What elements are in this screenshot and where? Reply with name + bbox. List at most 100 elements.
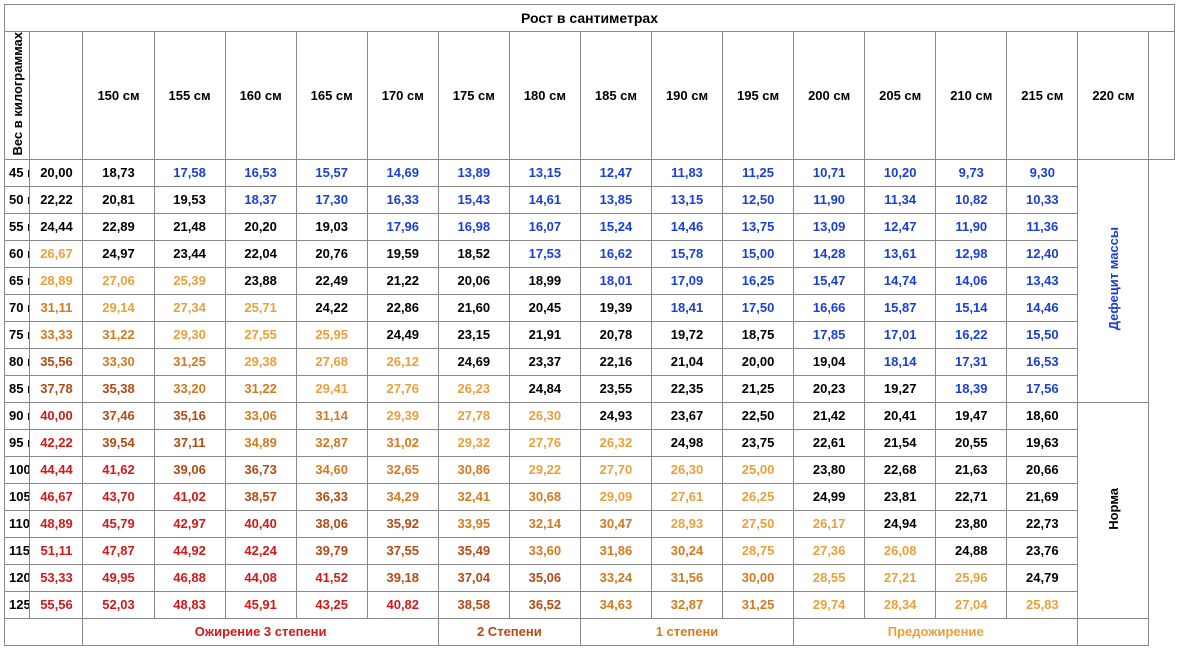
row-header: 50 кг bbox=[5, 186, 30, 213]
bmi-cell: 30,68 bbox=[509, 483, 580, 510]
bmi-cell: 21,54 bbox=[865, 429, 936, 456]
bmi-cell: 27,36 bbox=[794, 537, 865, 564]
bmi-cell: 27,04 bbox=[936, 591, 1007, 618]
row-header: 45 кг bbox=[5, 159, 30, 186]
row-header: 70 кг bbox=[5, 294, 30, 321]
bmi-cell: 30,47 bbox=[580, 510, 651, 537]
bmi-cell: 11,36 bbox=[1007, 213, 1078, 240]
bmi-cell: 27,76 bbox=[509, 429, 580, 456]
col-header: 180 см bbox=[509, 32, 580, 160]
bmi-cell: 22,50 bbox=[723, 402, 794, 429]
bmi-cell: 10,82 bbox=[936, 186, 1007, 213]
col-header: 215 см bbox=[1007, 32, 1078, 160]
bmi-cell: 26,25 bbox=[723, 483, 794, 510]
bmi-cell: 21,04 bbox=[651, 348, 722, 375]
bmi-table: Рост в сантиметрах Вес в килограммах 150… bbox=[4, 4, 1175, 646]
bmi-cell: 22,22 bbox=[30, 186, 83, 213]
bmi-cell: 34,60 bbox=[296, 456, 367, 483]
bmi-cell: 24,79 bbox=[1007, 564, 1078, 591]
bmi-cell: 32,87 bbox=[651, 591, 722, 618]
bmi-cell: 14,46 bbox=[651, 213, 722, 240]
row-header: 95 кг bbox=[5, 429, 30, 456]
bmi-cell: 44,92 bbox=[154, 537, 225, 564]
bmi-cell: 21,60 bbox=[438, 294, 509, 321]
bmi-cell: 18,52 bbox=[438, 240, 509, 267]
bmi-cell: 31,22 bbox=[225, 375, 296, 402]
bmi-cell: 25,95 bbox=[296, 321, 367, 348]
bmi-cell: 13,15 bbox=[651, 186, 722, 213]
bmi-cell: 18,14 bbox=[865, 348, 936, 375]
bmi-cell: 14,46 bbox=[1007, 294, 1078, 321]
bmi-cell: 23,81 bbox=[865, 483, 936, 510]
bmi-cell: 37,46 bbox=[83, 402, 154, 429]
bmi-cell: 39,54 bbox=[83, 429, 154, 456]
bmi-cell: 22,04 bbox=[225, 240, 296, 267]
bmi-cell: 37,04 bbox=[438, 564, 509, 591]
bmi-cell: 17,50 bbox=[723, 294, 794, 321]
table-title: Рост в сантиметрах bbox=[5, 5, 1175, 32]
row-header: 110 кг bbox=[5, 510, 30, 537]
header-right-spacer bbox=[1149, 32, 1175, 160]
bmi-cell: 11,25 bbox=[723, 159, 794, 186]
bmi-cell: 10,71 bbox=[794, 159, 865, 186]
bmi-cell: 11,83 bbox=[651, 159, 722, 186]
bmi-cell: 25,71 bbox=[225, 294, 296, 321]
bmi-cell: 17,58 bbox=[154, 159, 225, 186]
bmi-cell: 13,09 bbox=[794, 213, 865, 240]
row-header: 90 кг bbox=[5, 402, 30, 429]
bmi-cell: 46,67 bbox=[30, 483, 83, 510]
bmi-cell: 32,41 bbox=[438, 483, 509, 510]
bmi-cell: 22,68 bbox=[865, 456, 936, 483]
bmi-cell: 34,29 bbox=[367, 483, 438, 510]
bmi-cell: 26,17 bbox=[794, 510, 865, 537]
bmi-cell: 15,47 bbox=[794, 267, 865, 294]
bmi-cell: 27,55 bbox=[225, 321, 296, 348]
bmi-cell: 41,52 bbox=[296, 564, 367, 591]
col-header: 205 см bbox=[865, 32, 936, 160]
col-header: 185 см bbox=[580, 32, 651, 160]
bmi-cell: 31,56 bbox=[651, 564, 722, 591]
bmi-cell: 23,75 bbox=[723, 429, 794, 456]
bmi-cell: 35,92 bbox=[367, 510, 438, 537]
bmi-cell: 35,56 bbox=[30, 348, 83, 375]
bmi-cell: 26,30 bbox=[651, 456, 722, 483]
bmi-cell: 33,30 bbox=[83, 348, 154, 375]
corner-cell bbox=[30, 32, 83, 160]
right-label-normal: Норма bbox=[1078, 402, 1149, 618]
bmi-cell: 17,85 bbox=[794, 321, 865, 348]
bmi-cell: 19,53 bbox=[154, 186, 225, 213]
bmi-cell: 28,34 bbox=[865, 591, 936, 618]
bmi-cell: 16,33 bbox=[367, 186, 438, 213]
bmi-cell: 22,89 bbox=[83, 213, 154, 240]
bmi-cell: 27,76 bbox=[367, 375, 438, 402]
bmi-cell: 42,24 bbox=[225, 537, 296, 564]
bmi-cell: 20,55 bbox=[936, 429, 1007, 456]
bmi-cell: 18,99 bbox=[509, 267, 580, 294]
bmi-cell: 27,61 bbox=[651, 483, 722, 510]
col-header: 200 см bbox=[794, 32, 865, 160]
bmi-cell: 31,25 bbox=[154, 348, 225, 375]
bmi-cell: 17,01 bbox=[865, 321, 936, 348]
bmi-cell: 27,06 bbox=[83, 267, 154, 294]
bmi-cell: 22,86 bbox=[367, 294, 438, 321]
bmi-cell: 33,06 bbox=[225, 402, 296, 429]
bmi-cell: 14,69 bbox=[367, 159, 438, 186]
bmi-cell: 17,53 bbox=[509, 240, 580, 267]
col-header: 170 см bbox=[367, 32, 438, 160]
bmi-cell: 11,34 bbox=[865, 186, 936, 213]
bmi-cell: 14,28 bbox=[794, 240, 865, 267]
bmi-cell: 20,78 bbox=[580, 321, 651, 348]
footer-ob2: 2 Степени bbox=[438, 618, 580, 645]
bmi-cell: 36,73 bbox=[225, 456, 296, 483]
bmi-cell: 55,56 bbox=[30, 591, 83, 618]
bmi-cell: 22,49 bbox=[296, 267, 367, 294]
bmi-cell: 30,00 bbox=[723, 564, 794, 591]
bmi-cell: 29,41 bbox=[296, 375, 367, 402]
bmi-cell: 16,25 bbox=[723, 267, 794, 294]
bmi-cell: 12,40 bbox=[1007, 240, 1078, 267]
bmi-cell: 27,21 bbox=[865, 564, 936, 591]
bmi-cell: 37,55 bbox=[367, 537, 438, 564]
bmi-cell: 21,63 bbox=[936, 456, 1007, 483]
bmi-cell: 21,42 bbox=[794, 402, 865, 429]
bmi-cell: 12,98 bbox=[936, 240, 1007, 267]
